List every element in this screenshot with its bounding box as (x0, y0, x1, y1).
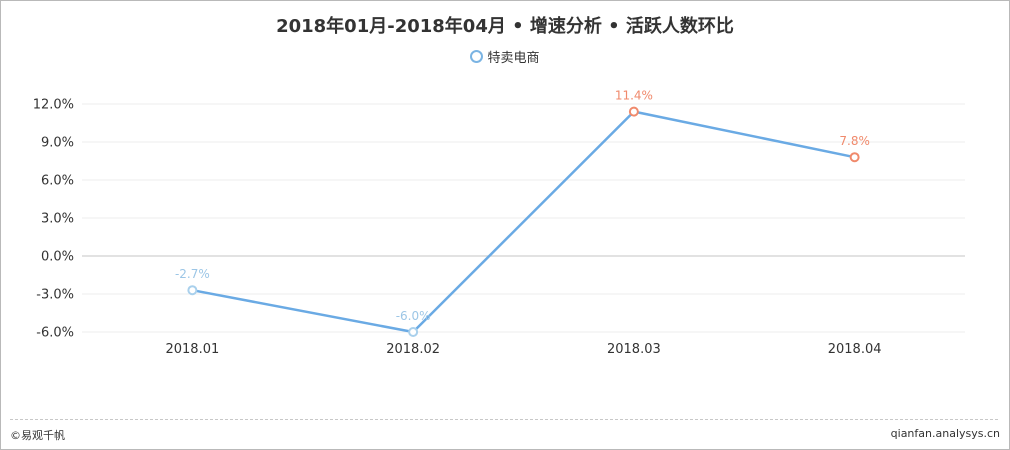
y-tick-label: 6.0% (41, 174, 74, 189)
x-axis-ticks: 2018.01 2018.02 2018.03 2018.04 (165, 342, 881, 357)
y-tick-label: 0.0% (41, 250, 74, 265)
y-axis-ticks: 12.0% 9.0% 6.0% 3.0% 0.0% -3.0% -6.0% (33, 98, 74, 341)
data-point[interactable] (849, 152, 860, 163)
chart-title: 2018年01月-2018年04月 • 增速分析 • 活跃人数环比 (276, 16, 734, 37)
x-tick-label: 2018.04 (828, 342, 882, 357)
x-tick-label: 2018.02 (386, 342, 440, 357)
legend-circle-icon (470, 50, 484, 63)
data-point[interactable] (628, 106, 639, 117)
footer-site-link[interactable]: qianfan.analysys.cn (890, 427, 1000, 440)
series-line (192, 110, 855, 334)
data-point[interactable] (408, 327, 419, 337)
series-layer (187, 106, 860, 337)
data-label: 11.4% (615, 89, 653, 103)
data-label: -2.7% (175, 267, 210, 281)
y-tick-label: 3.0% (41, 212, 74, 227)
y-tick-label: 9.0% (41, 136, 74, 151)
footer-divider (10, 419, 998, 420)
legend-label: 特卖电商 (487, 51, 540, 66)
y-tick-label: -6.0% (36, 326, 74, 341)
y-tick-label: -3.0% (36, 288, 74, 303)
grid-layer (82, 103, 965, 333)
data-labels: -2.7% -6.0% 11.4% 7.8% (175, 89, 870, 323)
data-label: 7.8% (839, 134, 870, 148)
x-tick-label: 2018.03 (607, 342, 661, 357)
x-tick-label: 2018.01 (165, 342, 219, 357)
chart-legend[interactable]: 特卖电商 (0, 47, 1010, 66)
data-point[interactable] (187, 285, 198, 296)
data-label: -6.0% (396, 309, 431, 323)
y-tick-label: 12.0% (33, 98, 74, 113)
footer-copyright: ©易观千帆 (10, 429, 65, 442)
